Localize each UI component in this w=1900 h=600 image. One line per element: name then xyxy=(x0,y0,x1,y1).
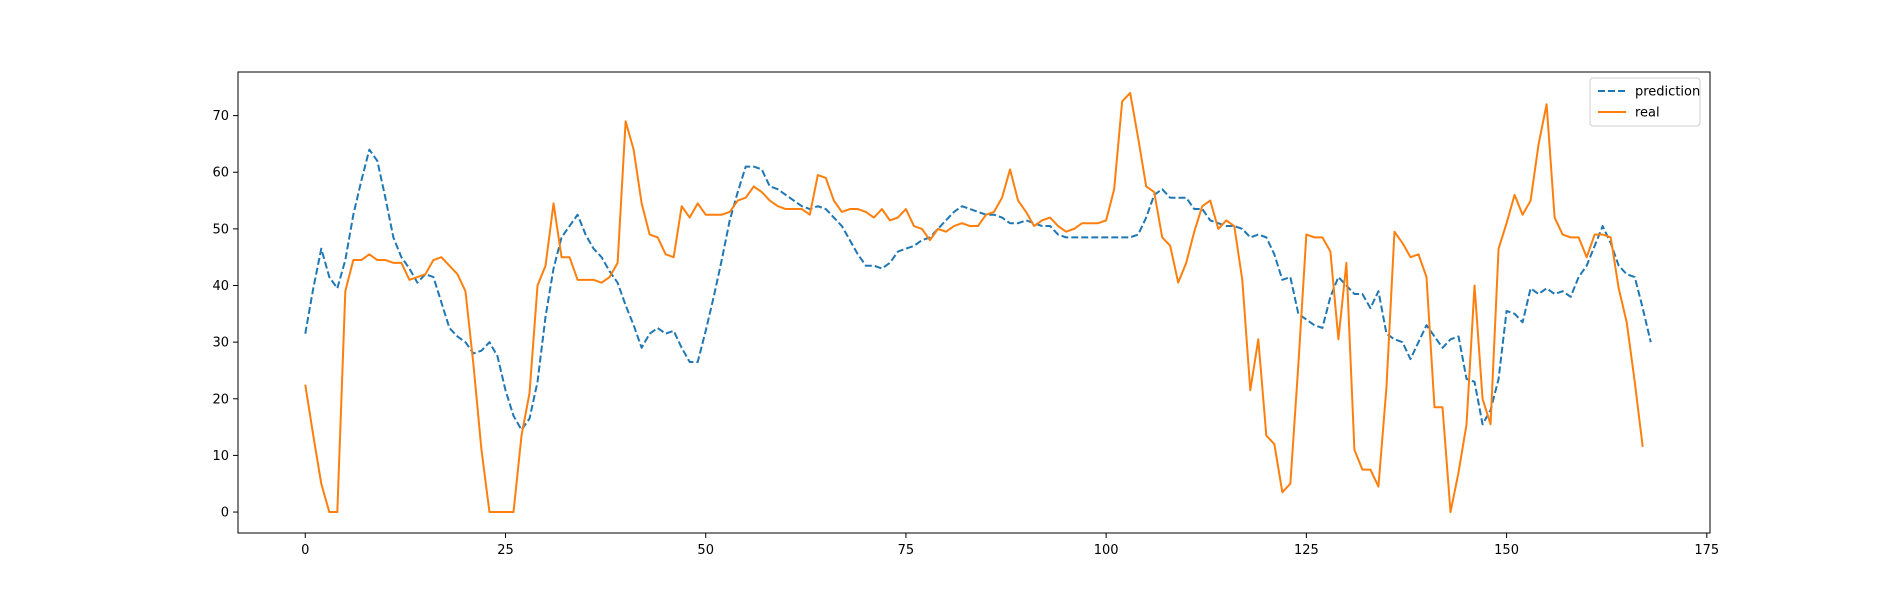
x-tick-label: 150 xyxy=(1494,543,1519,558)
y-tick-label: 30 xyxy=(212,336,229,351)
legend-box xyxy=(1589,77,1701,127)
x-axis: 0 25 50 75 100 125 150 175 xyxy=(301,533,1719,558)
x-tick-label: 25 xyxy=(497,543,514,558)
x-tick-label: 125 xyxy=(1294,543,1319,558)
y-tick-label: 40 xyxy=(212,279,229,294)
series-line-prediction xyxy=(304,148,1652,431)
x-tick-label: 75 xyxy=(898,543,915,558)
y-tick-label: 0 xyxy=(221,506,229,521)
y-tick-label: 20 xyxy=(212,392,229,407)
y-axis: 0 10 20 30 40 50 60 70 xyxy=(212,109,238,521)
legend: prediction real xyxy=(1589,77,1701,127)
y-tick-label: 50 xyxy=(212,222,229,237)
plot-area xyxy=(237,71,1711,534)
y-tick-label: 70 xyxy=(212,109,229,124)
x-tick-label: 0 xyxy=(301,543,309,558)
x-tick-label: 100 xyxy=(1094,543,1119,558)
y-tick-label: 60 xyxy=(212,166,229,181)
x-tick-label: 50 xyxy=(697,543,714,558)
y-tick-label: 10 xyxy=(212,449,229,464)
legend-label-real: real xyxy=(1635,106,1660,121)
x-tick-label: 175 xyxy=(1694,543,1719,558)
axes-frame xyxy=(237,71,1711,534)
series-line-real xyxy=(304,91,1644,514)
legend-label-prediction: prediction xyxy=(1635,85,1700,100)
